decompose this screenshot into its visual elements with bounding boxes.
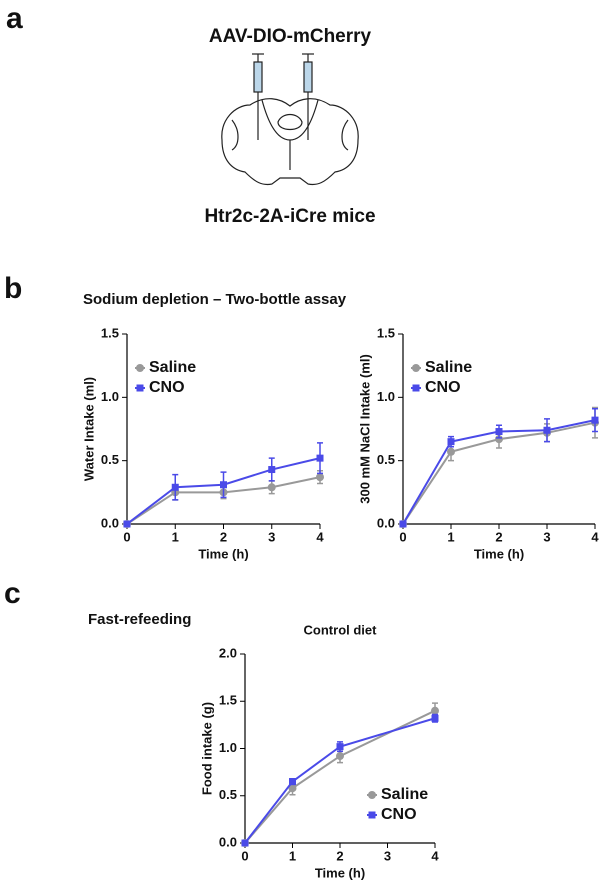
legend-marker	[368, 811, 376, 819]
legend-label: Saline	[381, 786, 428, 803]
marker	[431, 714, 439, 722]
panel-label: c	[4, 577, 21, 610]
marker	[220, 481, 227, 489]
x-tick-label: 1	[289, 848, 296, 863]
series-line	[244, 717, 436, 844]
marker	[171, 483, 179, 491]
x-tick-label: 0	[241, 848, 248, 863]
legend-marker	[412, 384, 420, 392]
legend-marker	[136, 384, 144, 392]
marker	[288, 784, 297, 793]
marker	[399, 520, 407, 528]
x-axis-label: Time (h)	[315, 865, 365, 880]
marker	[267, 483, 276, 492]
panel-label: b	[4, 272, 22, 305]
x-tick-label: 2	[220, 529, 227, 544]
brain-diagram	[221, 53, 359, 186]
x-tick-label: 3	[384, 848, 391, 863]
marker	[336, 752, 344, 761]
x-tick-label: 4	[316, 529, 324, 544]
y-tick-label: 0.0	[377, 515, 395, 530]
legend-marker	[136, 364, 144, 372]
y-tick-label: 1.0	[377, 389, 395, 404]
marker	[289, 778, 296, 786]
panel-label: a	[6, 2, 23, 35]
x-tick-label: 4	[591, 529, 599, 544]
legend-label: CNO	[425, 379, 461, 396]
x-axis-label: Time (h)	[474, 546, 524, 561]
y-tick-label: 0.0	[219, 834, 237, 849]
legend-label: CNO	[149, 379, 185, 396]
mice-label: Htr2c-2A-iCre mice	[204, 206, 375, 227]
x-tick-label: 4	[431, 848, 439, 863]
marker	[447, 447, 455, 456]
marker	[123, 520, 131, 528]
x-tick-label: 3	[268, 529, 275, 544]
y-axis-label: Water Intake (ml)	[81, 377, 96, 481]
x-axis-label: Time (h)	[198, 546, 248, 561]
legend-label: Saline	[149, 359, 196, 376]
marker	[336, 743, 344, 751]
y-tick-label: 2.0	[219, 645, 237, 660]
legend-label: CNO	[381, 806, 417, 823]
chart-title: Control diet	[304, 622, 378, 637]
marker	[316, 473, 324, 482]
section-title: Fast-refeeding	[88, 611, 191, 628]
marker	[447, 438, 455, 446]
x-tick-label: 1	[172, 529, 179, 544]
marker	[495, 428, 503, 436]
section-title: Sodium depletion – Two-bottle assay	[83, 291, 347, 308]
y-tick-label: 1.0	[101, 389, 119, 404]
marker	[268, 466, 276, 474]
legend-marker	[368, 791, 376, 799]
x-tick-label: 0	[399, 529, 406, 544]
y-axis-label: Food intake (g)	[199, 702, 214, 795]
marker	[316, 454, 324, 462]
x-tick-label: 3	[543, 529, 550, 544]
legend-marker	[412, 364, 420, 372]
y-tick-label: 1.0	[219, 740, 237, 755]
virus-label: AAV-DIO-mCherry	[209, 26, 372, 47]
y-tick-label: 0.5	[219, 787, 237, 802]
y-tick-label: 0.5	[101, 452, 119, 467]
x-tick-label: 2	[495, 529, 502, 544]
y-tick-label: 0.0	[101, 515, 119, 530]
x-tick-label: 1	[447, 529, 454, 544]
marker	[591, 416, 599, 424]
marker	[241, 839, 249, 847]
x-tick-label: 2	[336, 848, 343, 863]
marker	[431, 706, 439, 715]
y-tick-label: 1.5	[377, 325, 395, 340]
x-tick-label: 0	[123, 529, 130, 544]
y-axis-label: 300 mM NaCl Intake (ml)	[357, 354, 372, 504]
legend-label: Saline	[425, 359, 472, 376]
marker	[543, 426, 551, 434]
y-tick-label: 1.5	[219, 693, 237, 708]
y-tick-label: 1.5	[101, 325, 119, 340]
y-tick-label: 0.5	[377, 452, 395, 467]
